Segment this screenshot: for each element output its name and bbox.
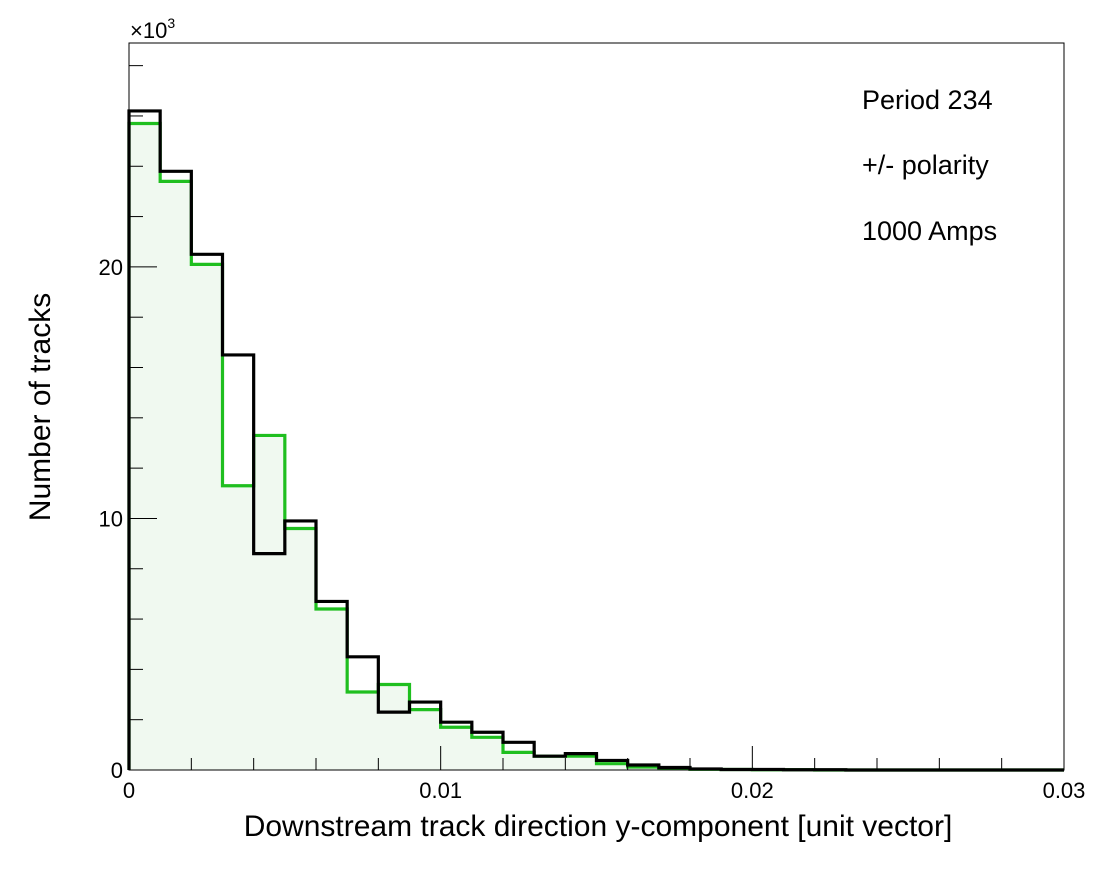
series-1-bin-5 bbox=[285, 521, 316, 770]
x-axis-title: Downstream track direction y-component [… bbox=[244, 810, 953, 843]
series-1-bin-11 bbox=[472, 732, 503, 770]
y-axis-multiplier-exponent: 3 bbox=[167, 15, 175, 31]
x-tick-label-0: 0 bbox=[123, 778, 135, 803]
annotation-current: 1000 Amps bbox=[862, 216, 997, 246]
annotation-period: Period 234 bbox=[862, 85, 993, 115]
plot-frame bbox=[128, 42, 1065, 771]
series-1-bin-7 bbox=[347, 657, 378, 770]
series-1-bin-3 bbox=[223, 355, 254, 770]
y-axis-multiplier: ×103 bbox=[130, 15, 175, 43]
series-1-bin-10 bbox=[441, 722, 472, 770]
series-1-bin-9 bbox=[410, 702, 441, 770]
series-1-bin-8 bbox=[378, 712, 409, 770]
annotation-polarity: +/- polarity bbox=[862, 150, 989, 180]
series-1-bin-0 bbox=[129, 111, 160, 770]
y-axis-title: Number of tracks bbox=[24, 293, 57, 521]
y-axis-multiplier-base: ×10 bbox=[130, 18, 167, 43]
series-1-bin-12 bbox=[503, 742, 534, 770]
y-tick-label-1: 10 bbox=[99, 506, 123, 531]
series-0-fill bbox=[129, 123, 1064, 770]
x-tick-label-2: 0.02 bbox=[731, 778, 774, 803]
y-tick-label-0: 0 bbox=[111, 758, 123, 783]
series-1-bin-6 bbox=[316, 601, 347, 770]
series-1-bin-4 bbox=[254, 554, 285, 770]
x-tick-label-1: 0.01 bbox=[419, 778, 462, 803]
series-1-bin-2 bbox=[191, 254, 222, 770]
series-1-bin-1 bbox=[160, 171, 191, 770]
series-1-bin-14 bbox=[565, 754, 596, 770]
x-tick-label-3: 0.03 bbox=[1043, 778, 1086, 803]
series-1-bin-13 bbox=[534, 756, 565, 770]
y-tick-label-2: 20 bbox=[99, 255, 123, 280]
